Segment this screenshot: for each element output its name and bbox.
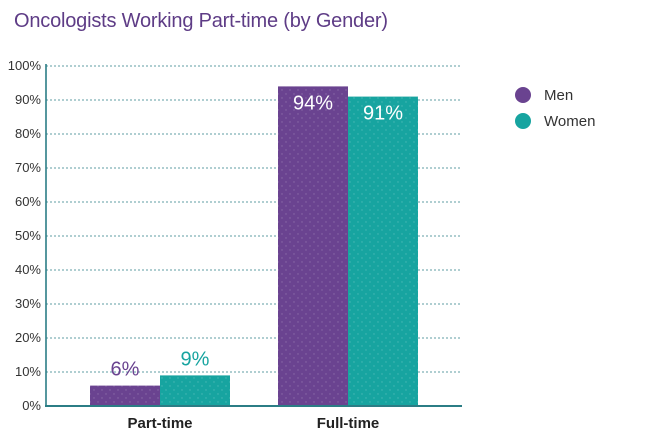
bars (90, 86, 418, 407)
y-tick-label: 60% (15, 194, 41, 209)
bar-texture (90, 385, 160, 406)
y-tick-label: 10% (15, 364, 41, 379)
bar-texture (348, 96, 418, 406)
category-label: Part-time (127, 415, 192, 432)
legend: Men Women (515, 87, 595, 130)
data-label: 94% (293, 92, 333, 114)
y-tick-label: 100% (8, 58, 42, 73)
bar-texture (160, 375, 230, 406)
y-tick-label: 90% (15, 92, 41, 107)
y-tick-label: 20% (15, 330, 41, 345)
labels: 0% 10% 20% 30% 40% 50% 60% 70% 80% 90% 100% 6% 9% Par… (8, 58, 403, 432)
y-tick-label: 80% (15, 126, 41, 141)
y-tick-label: 50% (15, 228, 41, 243)
y-tick-label: 70% (15, 160, 41, 175)
legend-marker (515, 87, 531, 103)
y-tick-label: 30% (15, 296, 41, 311)
data-label: 91% (363, 103, 403, 125)
category-label: Full-time (317, 415, 380, 432)
data-label: 9% (181, 348, 210, 370)
bar-texture (278, 86, 348, 407)
gridlines (46, 65, 462, 373)
legend-label: Men (544, 87, 573, 104)
chart-title: Oncologists Working Part-time (by Gender… (14, 10, 388, 32)
legend-marker (515, 113, 531, 129)
y-tick-label: 40% (15, 262, 41, 277)
data-label: 6% (111, 359, 140, 381)
y-tick-label: 0% (22, 398, 41, 413)
legend-label: Women (544, 113, 595, 130)
axes (45, 64, 462, 407)
